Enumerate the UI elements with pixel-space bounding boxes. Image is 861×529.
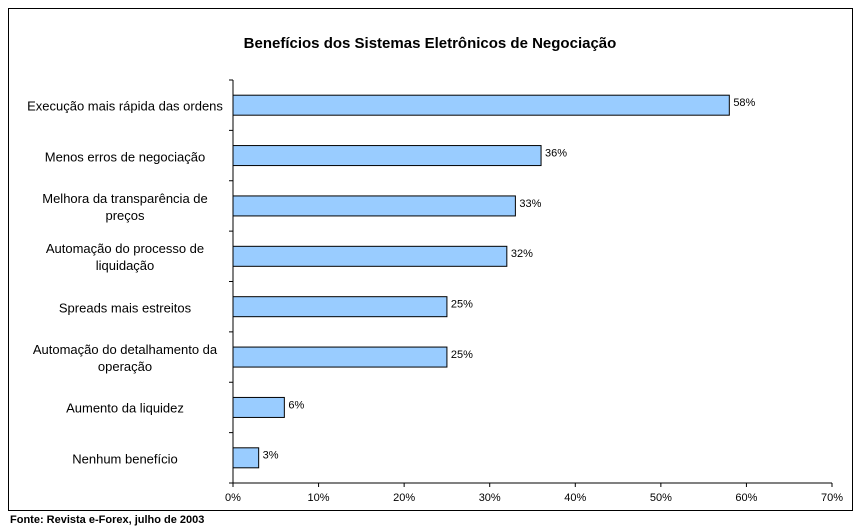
y-tick-label: Execução mais rápida das ordens [27,98,223,114]
bar [232,296,448,318]
y-tick-label: Menos erros de negociação [44,149,206,165]
value-label: 6% [288,399,304,411]
x-tick-label: 70% [821,492,843,504]
x-tick-label: 30% [479,492,501,504]
value-label: 32% [511,248,533,260]
bar [232,94,730,116]
bar [232,396,285,418]
value-label: 25% [451,299,473,311]
x-tick-label: 50% [650,492,672,504]
y-tick-label: Automação do detalhamento da operação [32,342,218,375]
value-label: 3% [263,450,279,462]
bar [232,145,542,167]
chart-title: Benefícios dos Sistemas Eletrônicos de N… [244,35,617,52]
x-tick-label: 10% [308,492,330,504]
value-label: 36% [545,147,567,159]
bar [232,245,508,267]
bar [232,195,516,217]
value-label: 25% [451,349,473,361]
y-tick-label: Nenhum benefício [72,451,178,467]
y-tick-label: Automação do processo de liquidação [45,241,205,274]
x-tick-label: 60% [735,492,757,504]
y-tick-label: Spreads mais estreitos [58,300,192,316]
bar [232,346,448,368]
value-label: 58% [733,97,755,109]
source-note: Fonte: Revista e-Forex, julho de 2003 [10,514,204,526]
x-tick-label: 0% [225,492,241,504]
bar [232,447,260,469]
y-tick-label: Aumento da liquidez [66,400,184,416]
value-label: 33% [519,198,541,210]
y-tick-label: Melhora da transparência de preços [42,190,208,223]
x-tick-label: 40% [564,492,586,504]
x-tick-label: 20% [393,492,415,504]
